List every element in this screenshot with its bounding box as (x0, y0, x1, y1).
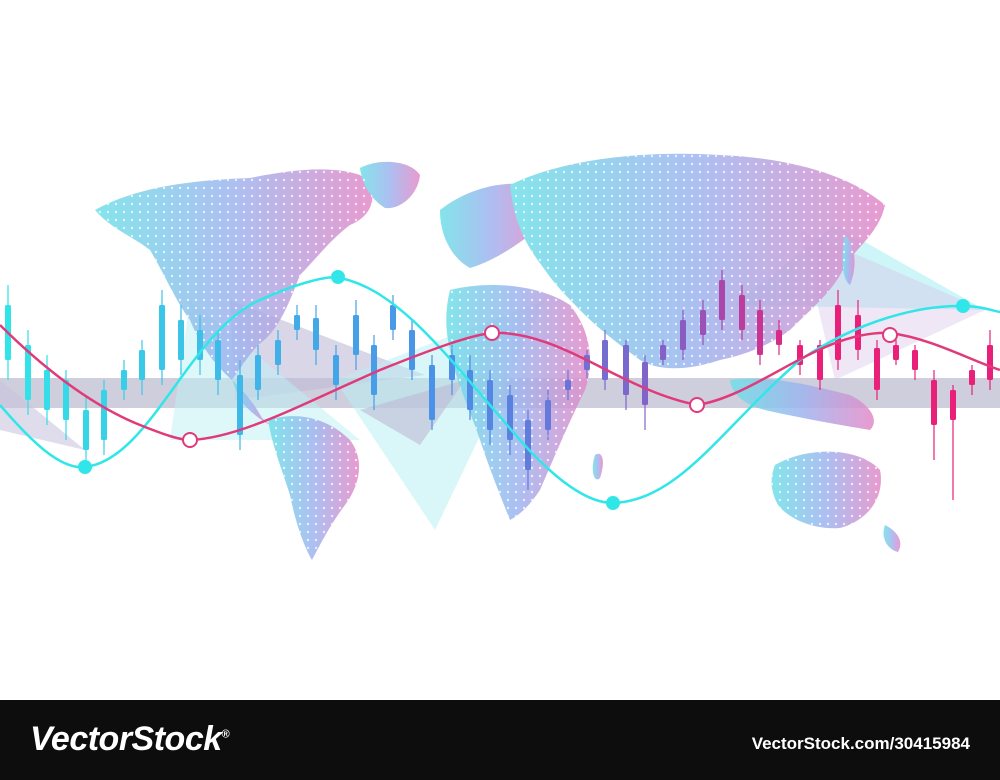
candle-body (739, 295, 745, 330)
candle-body (313, 318, 319, 350)
candle-body (159, 305, 165, 370)
candle-body (237, 375, 243, 435)
candle-body (255, 355, 261, 390)
candle-body (874, 348, 880, 390)
candle-body (44, 370, 50, 410)
brand-logo[interactable]: VectorStock® (30, 720, 230, 759)
candle-body (215, 340, 221, 380)
wave-markers (78, 270, 970, 510)
candle-body (294, 315, 300, 330)
candle-body (525, 420, 531, 470)
candle-body (719, 280, 725, 320)
candle-body (776, 330, 782, 345)
candle-body (855, 315, 861, 350)
candle-body (139, 350, 145, 380)
candle-body (912, 350, 918, 370)
candle-body (893, 345, 899, 360)
candlesticks (5, 270, 993, 500)
candle-body (817, 345, 823, 380)
candle-body (121, 370, 127, 390)
candle-body (63, 380, 69, 420)
magenta-marker (689, 397, 705, 413)
image-credit[interactable]: VectorStock.com/30415984 (751, 734, 970, 753)
footer-bar: VectorStock® VectorStock.com/30415984 (0, 700, 1000, 780)
candle-body (700, 310, 706, 335)
candle-body (642, 362, 648, 405)
candle-body (757, 310, 763, 355)
brand-name: VectorStock (30, 720, 222, 758)
world-map (95, 153, 901, 560)
candle-body (950, 390, 956, 420)
cyan-wave-line (0, 276, 1000, 505)
candle-body (25, 345, 31, 400)
magenta-wave-line (0, 324, 1000, 442)
candle-body (507, 395, 513, 440)
artwork-canvas (0, 153, 1000, 560)
artwork-svg (0, 153, 1000, 560)
candle-body (83, 410, 89, 450)
magenta-marker (882, 327, 898, 343)
magenta-marker (484, 325, 500, 341)
candle-body (371, 345, 377, 395)
candle-body (545, 400, 551, 430)
candle-body (333, 355, 339, 385)
candle-body (602, 340, 608, 380)
candle-body (987, 345, 993, 380)
candle-body (390, 305, 396, 330)
candle-body (835, 305, 841, 360)
magenta-marker (182, 432, 198, 448)
cyan-marker (606, 496, 620, 510)
registered-mark: ® (221, 728, 230, 741)
candle-body (565, 380, 571, 390)
cyan-marker (78, 460, 92, 474)
candle-body (660, 345, 666, 360)
candle-body (467, 370, 473, 410)
cyan-marker (956, 299, 970, 313)
candle-body (353, 315, 359, 355)
candle-body (931, 380, 937, 425)
candle-body (101, 390, 107, 440)
wave-lines (0, 276, 1000, 505)
candle-body (623, 345, 629, 395)
cyan-marker (331, 270, 345, 284)
candle-body (429, 365, 435, 420)
candle-body (275, 340, 281, 365)
candle-body (409, 330, 415, 370)
candle-body (178, 320, 184, 360)
candle-body (680, 320, 686, 350)
candle-body (969, 370, 975, 385)
